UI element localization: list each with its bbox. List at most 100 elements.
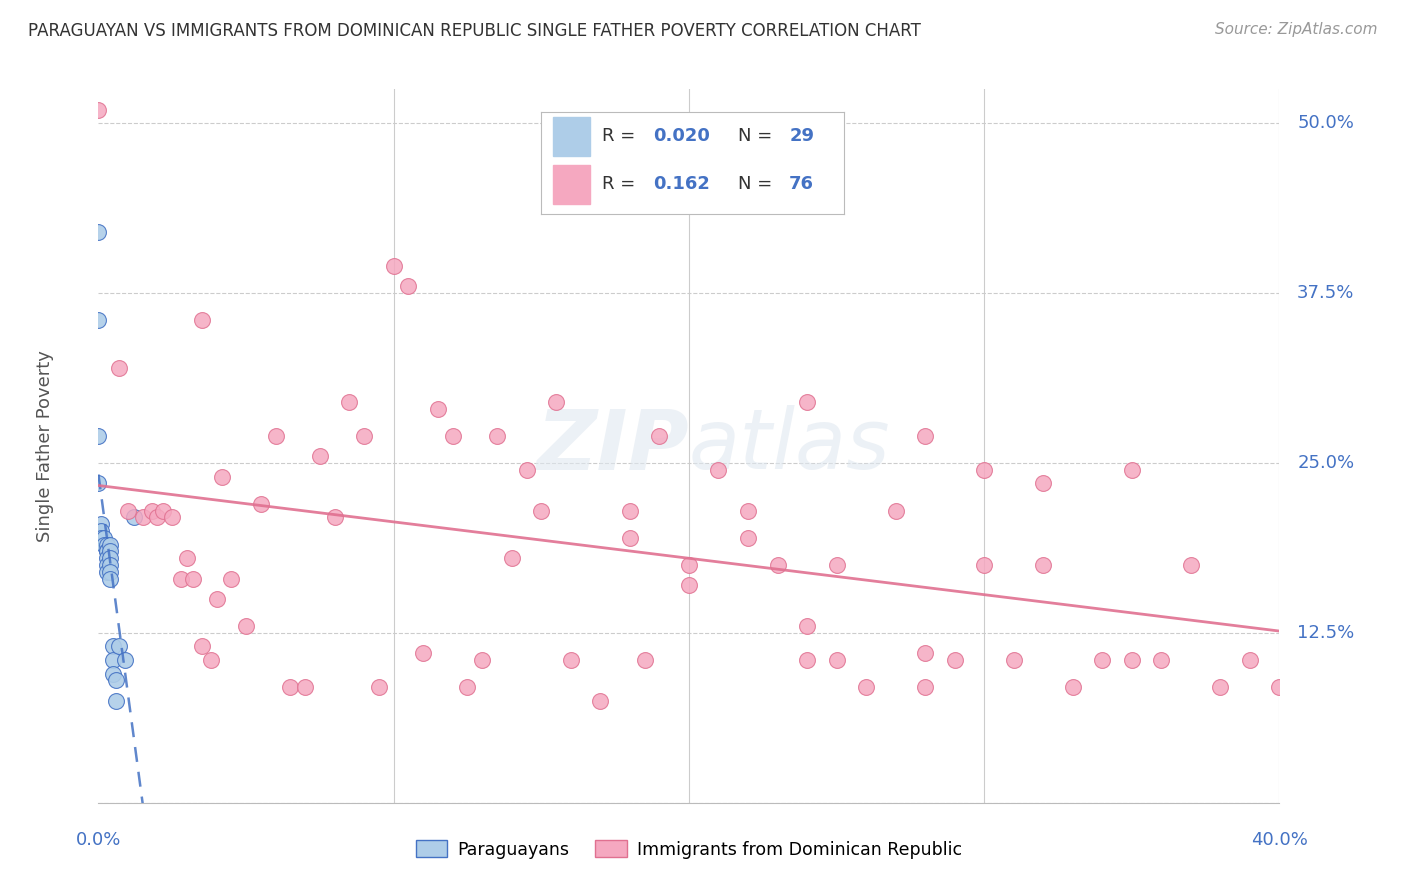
Point: [141, 503, 163, 517]
Text: R =: R =: [602, 128, 641, 145]
Point: [108, 360, 131, 375]
Text: 76: 76: [789, 176, 814, 194]
Point: [884, 503, 907, 517]
Point: [181, 572, 204, 586]
Point: [96, 544, 118, 558]
Point: [619, 531, 641, 545]
Point: [1121, 653, 1143, 667]
Point: [914, 646, 936, 660]
Point: [855, 680, 877, 694]
Point: [87, 476, 110, 491]
Point: [1091, 653, 1114, 667]
Point: [114, 653, 136, 667]
Point: [250, 497, 273, 511]
Point: [98, 565, 121, 579]
Point: [96, 551, 118, 566]
Point: [707, 463, 730, 477]
Point: [98, 544, 121, 558]
Point: [368, 680, 391, 694]
Point: [796, 619, 818, 633]
Text: 0.0%: 0.0%: [76, 831, 121, 849]
Point: [323, 510, 346, 524]
Point: [1180, 558, 1202, 572]
Point: [1150, 653, 1173, 667]
Point: [176, 551, 198, 566]
Point: [501, 551, 523, 566]
Point: [93, 531, 115, 545]
Point: [737, 531, 759, 545]
Point: [103, 640, 125, 654]
Point: [117, 503, 139, 517]
Point: [211, 469, 233, 483]
Text: Source: ZipAtlas.com: Source: ZipAtlas.com: [1215, 22, 1378, 37]
Point: [122, 510, 145, 524]
Point: [825, 558, 848, 572]
Point: [235, 619, 257, 633]
Point: [825, 653, 848, 667]
Point: [264, 429, 287, 443]
Point: [943, 653, 966, 667]
Text: Single Father Poverty: Single Father Poverty: [37, 350, 55, 542]
Point: [87, 225, 110, 239]
Point: [396, 279, 419, 293]
Point: [412, 646, 434, 660]
Point: [87, 103, 110, 117]
Point: [170, 572, 193, 586]
Point: [1121, 463, 1143, 477]
Point: [96, 544, 118, 558]
Point: [98, 558, 121, 572]
Bar: [554, 165, 589, 204]
Point: [93, 537, 115, 551]
Text: 0.162: 0.162: [654, 176, 710, 194]
Point: [98, 572, 121, 586]
Point: [103, 666, 125, 681]
Point: [337, 394, 360, 409]
Point: [98, 551, 121, 566]
Point: [1032, 476, 1054, 491]
Point: [87, 429, 110, 443]
Point: [98, 537, 121, 551]
Point: [914, 680, 936, 694]
Point: [90, 517, 112, 532]
Point: [1239, 653, 1261, 667]
Text: 50.0%: 50.0%: [1298, 114, 1354, 132]
Point: [96, 565, 118, 579]
Point: [1032, 558, 1054, 572]
Point: [146, 510, 169, 524]
Point: [544, 394, 567, 409]
Point: [205, 591, 228, 606]
Point: [108, 640, 131, 654]
Point: [427, 401, 450, 416]
Point: [737, 503, 759, 517]
Text: 12.5%: 12.5%: [1298, 624, 1354, 642]
Text: atlas: atlas: [689, 406, 890, 486]
Point: [90, 524, 112, 538]
Point: [294, 680, 316, 694]
Point: [766, 558, 789, 572]
Point: [353, 429, 375, 443]
Text: R =: R =: [602, 176, 647, 194]
Text: 29: 29: [789, 128, 814, 145]
Point: [973, 558, 995, 572]
Point: [1002, 653, 1025, 667]
Point: [278, 680, 302, 694]
Point: [456, 680, 478, 694]
Point: [1062, 680, 1084, 694]
Point: [796, 653, 818, 667]
Text: ZIP: ZIP: [536, 406, 689, 486]
Point: [309, 449, 332, 463]
Point: [441, 429, 464, 443]
Point: [973, 463, 995, 477]
Point: [103, 653, 125, 667]
Point: [530, 503, 553, 517]
Point: [191, 313, 214, 327]
Text: PARAGUAYAN VS IMMIGRANTS FROM DOMINICAN REPUBLIC SINGLE FATHER POVERTY CORRELATI: PARAGUAYAN VS IMMIGRANTS FROM DOMINICAN …: [28, 22, 921, 40]
Point: [633, 653, 655, 667]
Bar: [554, 117, 589, 155]
Point: [105, 673, 128, 688]
Point: [90, 531, 112, 545]
Point: [152, 503, 174, 517]
Point: [486, 429, 509, 443]
Point: [471, 653, 494, 667]
Point: [162, 510, 183, 524]
